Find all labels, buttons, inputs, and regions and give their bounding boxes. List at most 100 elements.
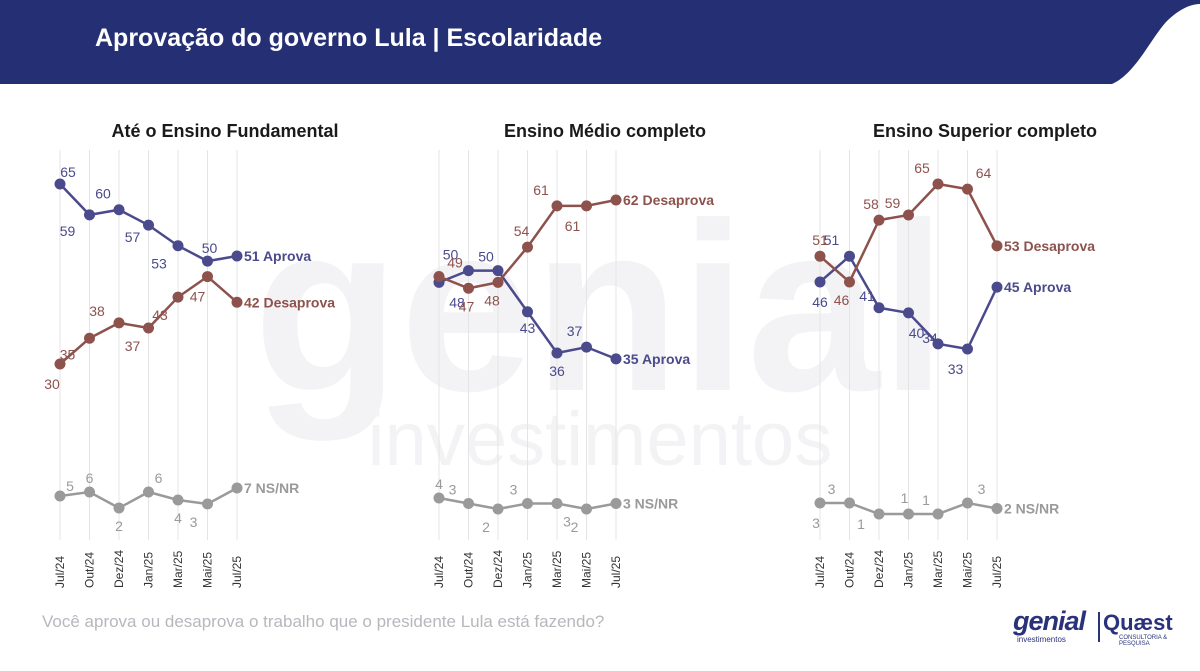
x-tick-label: Mai/25	[580, 552, 594, 588]
data-point-desaprova	[903, 209, 914, 221]
x-tick-label: Jan/25	[142, 552, 156, 588]
x-tick-label: Jan/25	[902, 552, 916, 588]
data-label-nsnr: 3	[812, 515, 820, 531]
end-label-desaprova: 53 Desaprova	[1004, 238, 1095, 254]
data-label-nsnr: 1	[901, 490, 909, 506]
data-label-desaprova: 47	[190, 289, 206, 305]
x-tick-label: Jul/25	[230, 556, 244, 588]
data-point-aprova	[551, 347, 563, 359]
x-tick-label: Jul/24	[53, 556, 67, 588]
data-point-desaprova	[522, 241, 533, 253]
data-point-nsnr	[551, 498, 563, 509]
data-label-nsnr: 3	[978, 481, 986, 497]
data-point-desaprova	[844, 276, 855, 288]
data-label-desaprova: 58	[863, 196, 879, 212]
header-background	[0, 0, 1200, 84]
x-tick-label: Jul/25	[609, 556, 623, 588]
data-label-desaprova: 65	[914, 160, 930, 176]
data-point-nsnr	[873, 508, 885, 520]
data-point-desaprova	[814, 250, 826, 262]
data-label-nsnr: 6	[86, 470, 94, 486]
data-label-nsnr: 3	[510, 482, 518, 498]
data-point-aprova	[492, 265, 504, 277]
data-label-aprova: 41	[859, 288, 875, 304]
genial-logo: genial	[1013, 606, 1086, 636]
data-label-desaprova: 46	[834, 292, 850, 308]
data-point-desaprova	[492, 276, 504, 288]
data-point-desaprova	[463, 282, 474, 294]
data-point-desaprova	[143, 322, 154, 334]
data-point-nsnr	[231, 482, 243, 494]
data-label-nsnr: 2	[482, 519, 490, 535]
data-point-nsnr	[581, 503, 592, 515]
data-label-aprova: 34	[922, 330, 938, 346]
chart-panel-3: Ensino Superior completo Jul/24 Out/24 Dez/…	[812, 121, 1097, 588]
data-point-desaprova	[873, 214, 885, 226]
x-tick-label: Mar/25	[171, 550, 185, 588]
data-point-desaprova	[84, 332, 95, 344]
data-label-desaprova: 49	[447, 255, 463, 271]
data-label-nsnr: 2	[115, 518, 123, 534]
data-point-aprova	[873, 302, 885, 314]
data-label-desaprova: 51	[812, 232, 828, 248]
data-point-nsnr	[202, 498, 213, 510]
data-label-nsnr: 4	[174, 510, 182, 526]
quaest-logo: Quæst	[1103, 610, 1173, 635]
page-title: Aprovação do governo Lula | Escolaridade	[95, 24, 603, 52]
x-tick-label: Jan/25	[521, 552, 535, 588]
chart-title: Ensino Médio completo	[504, 121, 706, 141]
data-label-aprova: 33	[948, 361, 964, 377]
data-label-aprova: 50	[443, 247, 459, 263]
data-point-nsnr	[54, 490, 66, 502]
end-label-aprova: 45 Aprova	[1004, 279, 1071, 295]
end-label-nsnr: 7 NS/NR	[244, 480, 299, 496]
data-label-nsnr: 1	[857, 516, 865, 532]
x-tick-label: Out/24	[843, 552, 857, 588]
data-label-nsnr: 3	[449, 482, 457, 498]
data-label-nsnr: 3	[828, 481, 836, 497]
data-label-aprova: 36	[549, 363, 565, 379]
x-tick-label: Jul/24	[813, 556, 827, 588]
data-label-nsnr: 2	[571, 519, 579, 535]
data-point-desaprova	[54, 358, 66, 370]
data-point-aprova	[54, 178, 66, 190]
data-label-nsnr: 5	[66, 478, 74, 494]
x-tick-label: Out/24	[462, 552, 476, 588]
x-tick-label: Jul/24	[432, 556, 446, 588]
data-point-nsnr	[113, 502, 125, 514]
genial-logo-sub: investimentos	[1017, 635, 1066, 644]
chart-panel-2: Ensino Médio completo Jul/24 Out/24 Dez/24 J…	[432, 121, 714, 588]
data-point-aprova	[522, 306, 533, 318]
chart-title: Ensino Superior completo	[873, 121, 1097, 141]
data-label-nsnr: 3	[190, 514, 198, 530]
data-point-desaprova	[932, 178, 944, 190]
data-point-desaprova	[113, 317, 125, 329]
x-tick-label: Dez/24	[491, 550, 505, 588]
data-point-nsnr	[932, 508, 944, 520]
data-point-aprova	[113, 204, 125, 216]
chart-panel-1: Até o Ensino Fundamental Jul/24 Out/24 Dez/…	[44, 121, 338, 588]
data-point-nsnr	[463, 498, 474, 509]
data-point-nsnr	[84, 486, 95, 498]
end-label-nsnr: 2 NS/NR	[1004, 501, 1059, 517]
header-white-curve	[1112, 0, 1200, 84]
x-tick-label: Dez/24	[112, 550, 126, 588]
data-label-aprova: 48	[449, 294, 465, 310]
x-tick-label: Mar/25	[550, 550, 564, 588]
data-label-desaprova: 43	[152, 307, 168, 323]
data-point-aprova	[172, 240, 184, 252]
data-label-desaprova: 48	[484, 292, 500, 308]
data-point-nsnr	[522, 498, 533, 509]
data-point-nsnr	[172, 494, 184, 506]
data-label-aprova: 51	[824, 232, 840, 248]
data-label-aprova: 60	[95, 186, 111, 202]
data-point-aprova	[962, 343, 973, 355]
data-point-desaprova	[610, 194, 622, 206]
data-label-nsnr: 1	[922, 492, 930, 508]
data-point-nsnr	[991, 503, 1003, 514]
data-label-desaprova: 64	[976, 165, 992, 181]
end-label-desaprova: 42 Desaprova	[244, 294, 335, 310]
end-label-aprova: 35 Aprova	[623, 351, 690, 367]
data-label-desaprova: 59	[885, 195, 901, 211]
data-label-desaprova: 47	[459, 298, 475, 314]
